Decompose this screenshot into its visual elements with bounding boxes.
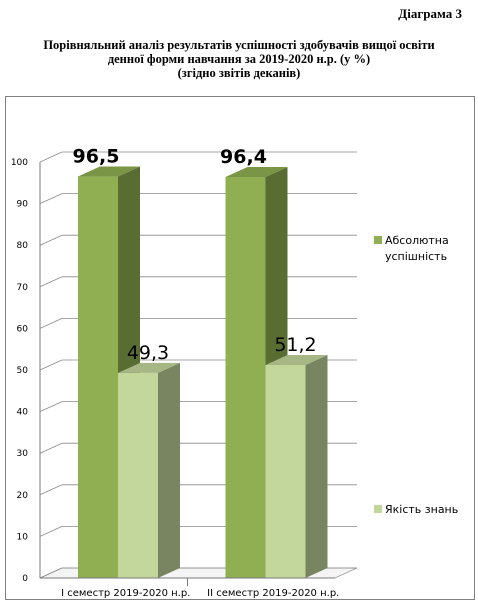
gridline-side xyxy=(39,234,63,246)
chart-title-line-1: Порівняльний аналіз результатів успішнос… xyxy=(43,38,435,52)
x-category-label: I семестр 2019-2020 н.р. xyxy=(61,588,190,599)
y-tick-label: 70 xyxy=(17,283,29,293)
bar xyxy=(225,176,266,578)
bar xyxy=(78,176,118,578)
bar xyxy=(118,372,158,578)
chart-title-line-2: денної форми навчання за 2019-2020 н.р. … xyxy=(107,52,371,66)
bar-top xyxy=(265,355,328,366)
y-tick-label: 60 xyxy=(17,324,29,334)
legend-swatch xyxy=(374,505,382,513)
legend-swatch xyxy=(374,236,382,244)
bar-top xyxy=(118,362,180,373)
data-label: 96,4 xyxy=(220,146,267,168)
y-tick-label: 30 xyxy=(17,449,29,459)
chart-title: Порівняльний аналіз результатів успішнос… xyxy=(0,38,478,80)
bar-top xyxy=(225,166,288,177)
bar-side xyxy=(305,355,328,578)
x-category-label: II семестр 2019-2020 н.р. xyxy=(207,588,339,599)
data-label: 49,3 xyxy=(127,342,169,364)
y-tick-label: 40 xyxy=(17,408,29,418)
legend-label: Абсолютна xyxy=(385,234,449,247)
legend-label: Якість знань xyxy=(385,503,458,516)
gridline-side xyxy=(39,359,63,371)
legend-label: успішність xyxy=(385,250,447,263)
gridline-side xyxy=(39,151,63,163)
gridline-side xyxy=(39,567,63,579)
y-tick-label: 100 xyxy=(11,158,28,168)
gridline-side xyxy=(39,318,63,329)
gridline-side xyxy=(39,484,63,496)
bar xyxy=(265,365,306,578)
y-tick-label: 0 xyxy=(22,574,28,584)
bar-side xyxy=(158,362,180,578)
gridline-side xyxy=(39,442,63,454)
data-label: 96,5 xyxy=(73,146,120,168)
data-label: 51,2 xyxy=(274,334,316,356)
y-tick-label: 50 xyxy=(17,366,29,376)
y-tick-label: 90 xyxy=(17,200,29,210)
bar-top xyxy=(78,166,140,177)
diagram-number-label: Діаграма 3 xyxy=(398,6,462,21)
gridline-side xyxy=(39,276,63,288)
gridline-side xyxy=(39,526,63,537)
chart-title-line-3: (згідно звітів деканів) xyxy=(177,66,301,80)
y-tick-label: 10 xyxy=(17,532,29,542)
y-tick-label: 80 xyxy=(17,241,29,251)
gridline-side xyxy=(39,401,63,412)
gridline-side xyxy=(39,193,63,204)
y-tick-label: 20 xyxy=(17,491,29,501)
chart-frame xyxy=(5,96,475,600)
